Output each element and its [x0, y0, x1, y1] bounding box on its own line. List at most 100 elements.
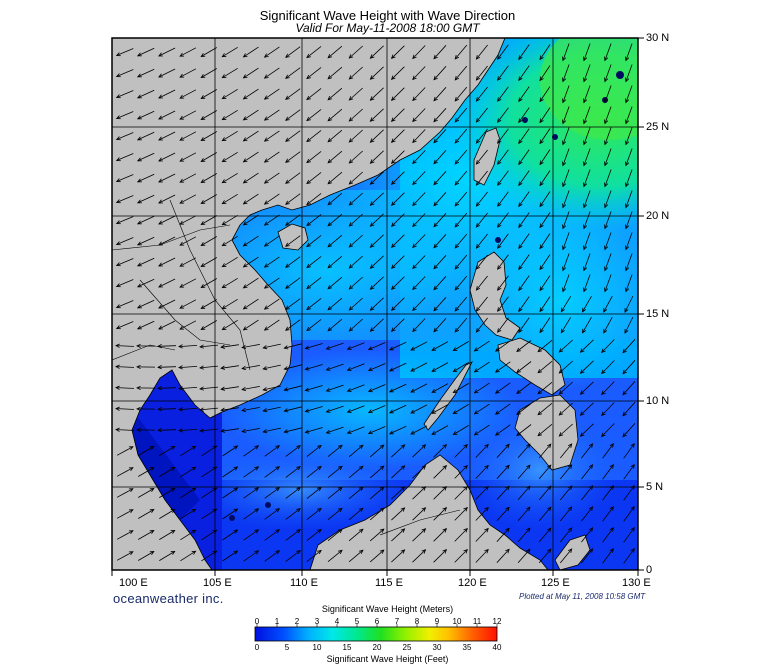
arrow-head [346, 388, 352, 392]
arrow-head [128, 509, 134, 514]
arrow-head [539, 307, 544, 313]
wave-direction-arrow [264, 298, 280, 310]
wave-direction-arrow [222, 67, 238, 79]
wave-direction-arrow [178, 429, 198, 431]
arrow-head [241, 365, 247, 371]
arrow-head [601, 369, 606, 375]
arrow-head [136, 262, 142, 267]
wave-direction-arrow [222, 172, 238, 184]
wave-direction-arrow [180, 466, 196, 478]
arrow-head [221, 116, 227, 121]
arrow-head [115, 304, 121, 309]
arrow-head [454, 138, 460, 144]
wave-direction-arrow [222, 109, 238, 121]
land-hainan [277, 223, 309, 251]
arrow-head [537, 347, 542, 353]
arrow-head [348, 159, 354, 164]
arrow-head [473, 431, 479, 436]
arrow-head [136, 157, 142, 162]
wave-direction-arrow [349, 276, 363, 290]
lon-label-130e: 130 E [622, 577, 651, 589]
wave-direction-arrow [222, 256, 238, 268]
wave-direction-arrow [389, 362, 407, 372]
arrow-head [630, 547, 635, 553]
arrow-head [149, 509, 155, 514]
wave-direction-arrow [562, 106, 570, 124]
wave-direction-arrow [559, 381, 573, 395]
wave-direction-arrow [601, 381, 615, 395]
arrow-head [263, 242, 269, 247]
arrow-head [136, 385, 141, 391]
arrow-head [518, 223, 523, 229]
arrow-head [369, 285, 375, 290]
arrow-head [200, 157, 206, 162]
wave-direction-arrow [326, 405, 344, 413]
arrow-head [539, 76, 544, 82]
arrow-head [518, 76, 523, 82]
arrow-head [412, 117, 417, 123]
arrow-head [157, 407, 162, 412]
arrow-head [200, 73, 206, 78]
arrow-head [221, 242, 227, 247]
wave-direction-arrow [327, 318, 343, 332]
arrow-head [220, 365, 226, 370]
wave-direction-arrow [412, 444, 426, 458]
arrow-head [306, 137, 311, 143]
wave-direction-arrow [137, 89, 155, 99]
wave-direction-arrow [454, 486, 468, 500]
wave-direction-arrow [264, 256, 280, 268]
wave-direction-arrow [157, 387, 177, 389]
wave-direction-arrow [264, 466, 280, 478]
wave-direction-arrow [604, 169, 612, 187]
wave-direction-arrow [562, 232, 570, 250]
wave-direction-arrow [412, 297, 426, 311]
wave-direction-arrow [327, 486, 343, 500]
arrow-head [115, 220, 121, 225]
arrow-head [622, 432, 627, 438]
arrow-head [604, 56, 609, 62]
lon-label-115e: 115 E [375, 577, 403, 589]
arrow-head [115, 241, 121, 246]
wave-direction-arrow [157, 429, 177, 431]
wave-direction-arrow [433, 276, 447, 290]
arrow-head [562, 287, 567, 293]
wave-direction-arrow [433, 87, 447, 101]
arrow-head [285, 326, 290, 331]
arrow-head [367, 388, 373, 393]
arrow-head [609, 464, 614, 469]
wave-direction-arrow [327, 171, 343, 185]
wave-direction-arrow [391, 108, 405, 122]
arrow-head [200, 325, 206, 330]
arrow-head [115, 262, 121, 267]
wave-direction-arrow [538, 464, 552, 480]
wave-direction-arrow [583, 106, 591, 124]
wave-direction-arrow [305, 364, 323, 370]
arrow-head [421, 465, 427, 470]
arrow-head [262, 366, 268, 371]
wave-direction-arrow [179, 257, 197, 267]
arrow-head [463, 506, 468, 512]
wave-direction-arrow [349, 150, 363, 164]
arrow-head [601, 411, 606, 417]
wave-direction-arrow [368, 426, 386, 434]
wave-direction-arrow [178, 387, 198, 389]
wave-direction-arrow [116, 509, 134, 519]
arrow-head [379, 507, 385, 512]
arrow-head [283, 408, 289, 413]
arrow-head [583, 140, 588, 146]
wave-direction-arrow [138, 509, 154, 519]
wave-direction-arrow [137, 236, 155, 246]
wave-direction-arrow [562, 85, 570, 103]
arrow-head [179, 73, 185, 78]
arrow-head [178, 428, 183, 433]
wave-direction-arrow [201, 68, 217, 78]
arrow-head [463, 527, 468, 533]
arrow-head [170, 445, 176, 450]
wave-direction-arrow [138, 488, 154, 498]
wave-direction-arrow [284, 364, 302, 370]
wave-direction-arrow [518, 275, 530, 291]
arrow-head [539, 202, 544, 208]
arrow-head [442, 528, 448, 533]
arrow-head [358, 507, 364, 512]
wave-direction-arrow [116, 488, 134, 498]
